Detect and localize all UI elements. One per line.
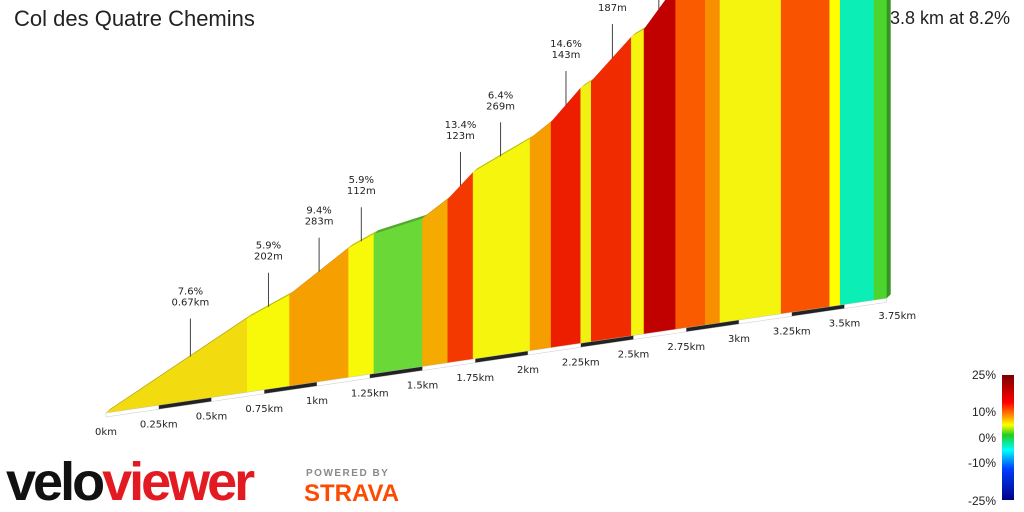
annotation-length: 202m bbox=[254, 252, 283, 263]
profile-segment bbox=[289, 244, 353, 387]
annotation-grade: 9.4% bbox=[306, 206, 331, 217]
profile-segment bbox=[373, 214, 427, 374]
axis-tick-label: 1.75km bbox=[456, 373, 494, 384]
profile-segment bbox=[422, 195, 452, 367]
distance-axis: 0km 0.25km 0.5km 0.75km 1km 1.25km 1.5km 1.75km… bbox=[95, 298, 916, 438]
axis-tick-label: 0.5km bbox=[196, 412, 227, 423]
profile-segment bbox=[550, 84, 585, 348]
climb-annotation: 13.4%123m bbox=[445, 120, 477, 186]
axis-tick-label: 0.25km bbox=[140, 419, 178, 430]
annotation-length: 187m bbox=[598, 3, 627, 14]
axis-tick-label: 3.25km bbox=[773, 326, 811, 337]
profile-segment bbox=[719, 0, 782, 324]
grade-annotations: 7.6%0.67km5.9%202m9.4%283m5.9%112m13.4%1… bbox=[171, 0, 660, 357]
annotation-grade: 13.4% bbox=[445, 120, 477, 131]
page-title: Col des Quatre Chemins bbox=[14, 6, 255, 31]
annotation-length: 0.67km bbox=[171, 298, 209, 309]
axis-tick-label: 0.75km bbox=[245, 404, 283, 415]
axis-tick-label: 2.5km bbox=[618, 350, 649, 361]
annotation-grade: 5.9% bbox=[256, 241, 281, 252]
annotation-length: 123m bbox=[446, 131, 475, 142]
legend-label: 0% bbox=[979, 431, 997, 445]
annotation-grade: 5.9% bbox=[349, 175, 374, 186]
climb-annotation: 5.9%112m bbox=[347, 175, 376, 242]
annotation-length: 112m bbox=[347, 186, 376, 197]
axis-tick-label: 2.25km bbox=[562, 357, 600, 368]
profile-segment bbox=[447, 168, 478, 364]
axis-tick-label: 3.5km bbox=[829, 319, 860, 330]
climb-summary: 3.8 km at 8.2% bbox=[889, 8, 1010, 28]
axis-band bbox=[844, 298, 887, 309]
profile-segments bbox=[105, 0, 891, 414]
axis-tick-label: 2.75km bbox=[667, 342, 705, 353]
gradient-legend: 25% 10% 0% -10% -25% bbox=[968, 368, 1014, 508]
annotation-grade: 7.6% bbox=[178, 287, 203, 298]
legend-label: 10% bbox=[972, 405, 996, 419]
profile-end-cap bbox=[886, 0, 891, 299]
climb-annotation: 5.9%202m bbox=[254, 241, 283, 307]
climb-annotation: 9.4%283m bbox=[305, 206, 334, 272]
climb-annotation: 6.4%269m bbox=[486, 90, 515, 157]
axis-tick-label: 0km bbox=[95, 427, 117, 438]
legend-label: -10% bbox=[968, 456, 996, 470]
axis-tick-label: 3.75km bbox=[878, 311, 916, 322]
profile-segment bbox=[780, 0, 831, 315]
profile-segment bbox=[590, 33, 636, 343]
profile-segment bbox=[472, 134, 535, 360]
axis-tick-label: 3km bbox=[728, 334, 750, 345]
annotation-grade: 14.0% bbox=[597, 0, 629, 3]
profile-segment bbox=[643, 0, 677, 335]
veloviewer-logo: veloviewer bbox=[6, 452, 255, 512]
climb-annotation: 17.8%150m bbox=[658, 0, 660, 10]
legend-label: 25% bbox=[972, 368, 996, 382]
legend-bar bbox=[1002, 375, 1014, 500]
climb-annotation: 14.0%187m bbox=[597, 0, 629, 59]
axis-tick-label: 2km bbox=[517, 365, 539, 376]
axis-tick-label: 1km bbox=[306, 396, 328, 407]
profile-segment bbox=[348, 230, 378, 378]
legend-label: -25% bbox=[968, 494, 996, 508]
axis-tick-label: 1.5km bbox=[407, 381, 438, 392]
profile-segment bbox=[675, 0, 706, 330]
profile-segment bbox=[190, 314, 252, 401]
annotation-grade: 6.4% bbox=[488, 90, 513, 101]
climb-annotation: 7.6%0.67km bbox=[171, 287, 209, 357]
powered-by-label: POWERED BY bbox=[306, 468, 390, 479]
annotation-length: 283m bbox=[305, 217, 334, 228]
annotation-length: 269m bbox=[486, 101, 515, 112]
strava-logo: STRAVA bbox=[304, 480, 400, 507]
profile-segment bbox=[247, 291, 294, 393]
annotation-length: 143m bbox=[552, 50, 581, 61]
axis-tick-label: 1.25km bbox=[351, 388, 389, 399]
climb-annotation: 14.6%143m bbox=[550, 39, 582, 106]
annotation-grade: 14.6% bbox=[550, 39, 582, 50]
profile-segment bbox=[839, 0, 875, 306]
